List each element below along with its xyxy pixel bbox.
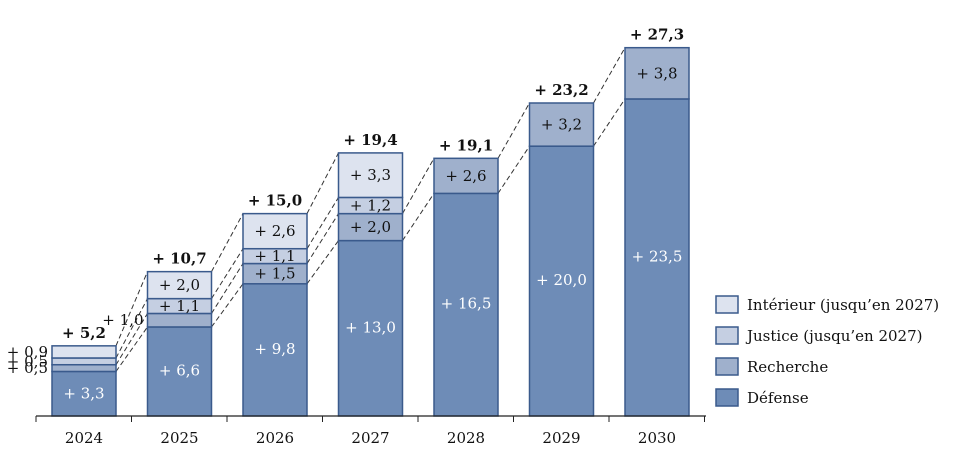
bar-segment-interieur [146,270,213,300]
bar-segment-recherche [51,363,117,373]
connector-line [211,263,244,314]
connector-line [306,240,339,285]
data-label: + 1,5 [254,265,295,283]
data-label: + 1,2 [350,197,391,215]
legend-label: Défense [747,389,809,407]
connector-line [497,145,530,194]
data-labels: + 3,3 + 0,5+ 0,5+ 0,9 + 5,2 + 6,6 + 1,0 + 1,1… [7,26,684,403]
legend-swatch [715,295,739,314]
connector-line [593,98,626,147]
connector-line [211,283,244,328]
connector-line [306,197,339,249]
data-label: + 1,1 [254,247,295,265]
data-label: + 1,1 [159,297,200,315]
bar-segment-recherche [624,46,690,100]
x-tick-label: 2027 [351,429,389,447]
bar-segment-interieur [242,212,308,250]
bar-segment-defense [624,98,690,417]
connector-line [402,158,435,214]
connector-line [211,248,244,299]
legend-label: Intérieur (jusqu’en 2027) [747,296,939,314]
total-label: + 10,7 [152,250,206,268]
connector-line [115,326,148,372]
x-tick-label: 2026 [256,429,294,447]
data-label: + 0,5 [7,352,48,370]
bar-segment-interieur [337,152,404,199]
connector-line [402,193,435,241]
x-tick-label: 2025 [160,429,198,447]
data-label: + 0,5 [7,359,48,377]
total-label: + 27,3 [630,26,684,44]
x-tick-label: 2030 [638,429,676,447]
bar-segment-defense [528,145,595,417]
data-label: + 3,2 [541,116,582,134]
bar-segment-defense [242,283,308,417]
data-label: + 23,5 [632,247,683,265]
total-label: + 5,2 [62,324,106,342]
data-label: + 3,3 [63,385,104,403]
legend-label: Recherche [747,358,828,376]
bar-segment-interieur [51,345,117,359]
total-label: + 19,1 [439,136,493,154]
data-label: + 3,8 [636,64,677,82]
legend-swatch [715,326,739,345]
data-label: + 9,8 [254,340,295,358]
data-label: + 2,0 [350,218,391,236]
x-tick-label: 2024 [65,429,103,447]
bar-segment-defense [146,326,213,417]
total-label: + 15,0 [248,192,302,210]
connector-line [115,271,148,347]
data-label: + 3,3 [350,166,391,184]
connector-line [211,213,244,272]
connector-line [115,298,148,359]
x-tick-label: 2028 [447,429,485,447]
data-label: + 20,0 [536,271,587,289]
total-label: + 19,4 [343,131,397,149]
x-tick-label: 2029 [542,429,580,447]
data-label: + 6,6 [159,361,200,379]
bar-segment-recherche [528,102,595,147]
data-label: + 2,6 [254,222,295,240]
bar-stacks [51,46,690,417]
data-label: + 2,0 [159,276,200,294]
data-label: + 13,0 [345,318,396,336]
bar-segment-justice [51,357,117,366]
legend-label: Justice (jusqu’en 2027) [745,327,922,345]
legend: Intérieur (jusqu’en 2027) Justice (jusqu’… [715,295,939,407]
connector-line [497,102,530,159]
legend-swatch [715,357,739,376]
x-axis: 2024 2025 2026 2027 2028 2029 2030 [35,415,706,447]
data-label: + 2,6 [445,167,486,185]
bar-segment-recherche [433,157,499,195]
legend-swatch [715,388,739,407]
bar-segment-recherche [337,212,404,242]
data-label: + 0,9 [7,343,48,361]
bar-segment-recherche [146,312,213,328]
total-label: + 23,2 [534,81,588,99]
connector-line [593,47,626,104]
connector-lines [115,47,626,372]
data-label: + 1,0 [102,311,143,329]
data-label: + 16,5 [441,295,492,313]
connector-line [306,152,339,214]
connector-line [306,213,339,264]
connector-line [115,313,148,365]
